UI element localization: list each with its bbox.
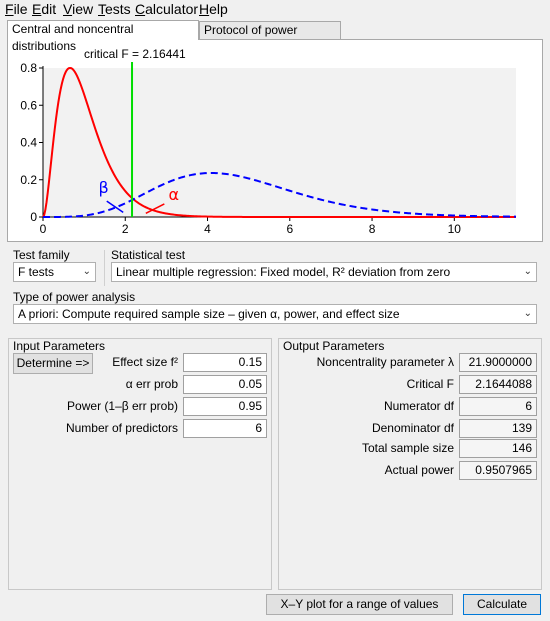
beta-label: β xyxy=(99,178,109,197)
menu-help[interactable]: Help xyxy=(199,1,228,17)
input-parameters-title: Input Parameters xyxy=(13,339,106,353)
predictors-label: Number of predictors xyxy=(65,421,178,435)
y-tick-label: 0.6 xyxy=(20,98,37,112)
numerator-df-label: Numerator df xyxy=(383,399,454,413)
beta-pointer xyxy=(106,200,124,213)
menu-view[interactable]: View xyxy=(63,1,94,17)
divider xyxy=(104,250,105,286)
calculate-button[interactable]: Calculate xyxy=(463,594,541,615)
alpha-label: α xyxy=(168,185,179,204)
tab-central-distributions[interactable]: Central and noncentral distributions xyxy=(7,20,199,53)
power-label: Power (1–β err prob) xyxy=(67,399,178,413)
central-distribution-curve xyxy=(42,66,516,218)
alpha-err-label: α err prob xyxy=(125,377,178,391)
y-tick-label: 0.2 xyxy=(20,173,37,187)
total-sample-size-label: Total sample size xyxy=(361,441,454,455)
input-parameters-frame xyxy=(8,338,272,590)
actual-power-label: Actual power xyxy=(384,463,454,477)
x-tick-label: 10 xyxy=(448,222,462,236)
critical-f-label: critical F = 2.16441 xyxy=(84,47,186,61)
x-tick-label: 0 xyxy=(40,222,47,236)
x-tick-label: 6 xyxy=(286,222,293,236)
output-parameters-frame xyxy=(278,338,542,590)
statistical-test-label: Statistical test xyxy=(111,248,186,262)
effect-size-input[interactable]: 0.15 xyxy=(183,353,267,372)
chevron-down-icon: ⌄ xyxy=(523,266,532,277)
critical-f-value: 2.1644088 xyxy=(459,375,537,394)
distribution-chart: 0 2 4 6 8 10 0 0.2 0.4 0.6 0.8 critical F = 2.164… xyxy=(20,47,517,236)
menu-edit[interactable]: Edit xyxy=(32,1,57,17)
alpha-pointer xyxy=(145,203,165,214)
critical-f-output-label: Critical F xyxy=(406,377,454,391)
tab-protocol[interactable]: Protocol of power analyses xyxy=(199,21,341,54)
noncentrality-label: Noncentrality parameter λ xyxy=(316,355,454,369)
menu-file[interactable]: File xyxy=(5,1,28,17)
y-tick-label: 0.8 xyxy=(20,61,37,75)
denominator-df-value: 139 xyxy=(459,419,537,438)
alpha-err-input[interactable]: 0.05 xyxy=(183,375,267,394)
predictors-input[interactable]: 6 xyxy=(183,419,267,438)
y-tick-label: 0 xyxy=(30,210,37,224)
output-parameters-title: Output Parameters xyxy=(283,339,385,353)
menu-calculator[interactable]: Calculator xyxy=(135,1,199,17)
menu-bar: File Edit View Tests Calculator Help xyxy=(0,0,550,18)
distribution-plot-panel: 0 2 4 6 8 10 0 0.2 0.4 0.6 0.8 critical F = 2.164… xyxy=(7,39,543,242)
noncentrality-value: 21.9000000 xyxy=(459,353,537,372)
xy-plot-button[interactable]: X–Y plot for a range of values xyxy=(266,594,453,615)
actual-power-value: 0.9507965 xyxy=(459,461,537,480)
chevron-down-icon: ⌄ xyxy=(523,308,532,319)
noncentral-distribution-curve xyxy=(43,171,517,218)
x-tick-label: 8 xyxy=(369,222,376,236)
power-analysis-type-select[interactable]: A priori: Compute required sample size –… xyxy=(13,304,537,324)
chevron-down-icon: ⌄ xyxy=(82,266,91,277)
determine-button[interactable]: Determine => xyxy=(13,353,93,374)
y-tick-label: 0.4 xyxy=(20,136,37,150)
test-family-select[interactable]: F tests ⌄ xyxy=(13,262,96,282)
total-sample-size-value: 146 xyxy=(459,439,537,458)
test-family-label: Test family xyxy=(13,248,70,262)
effect-size-label: Effect size f² xyxy=(112,355,178,369)
statistical-test-select[interactable]: Linear multiple regression: Fixed model,… xyxy=(111,262,537,282)
numerator-df-value: 6 xyxy=(459,397,537,416)
denominator-df-label: Denominator df xyxy=(371,421,454,435)
x-tick-label: 2 xyxy=(122,222,129,236)
power-input[interactable]: 0.95 xyxy=(183,397,267,416)
plot-area xyxy=(43,68,516,217)
menu-tests[interactable]: Tests xyxy=(98,1,131,17)
power-analysis-type-label: Type of power analysis xyxy=(13,290,136,304)
x-tick-label: 4 xyxy=(204,222,211,236)
